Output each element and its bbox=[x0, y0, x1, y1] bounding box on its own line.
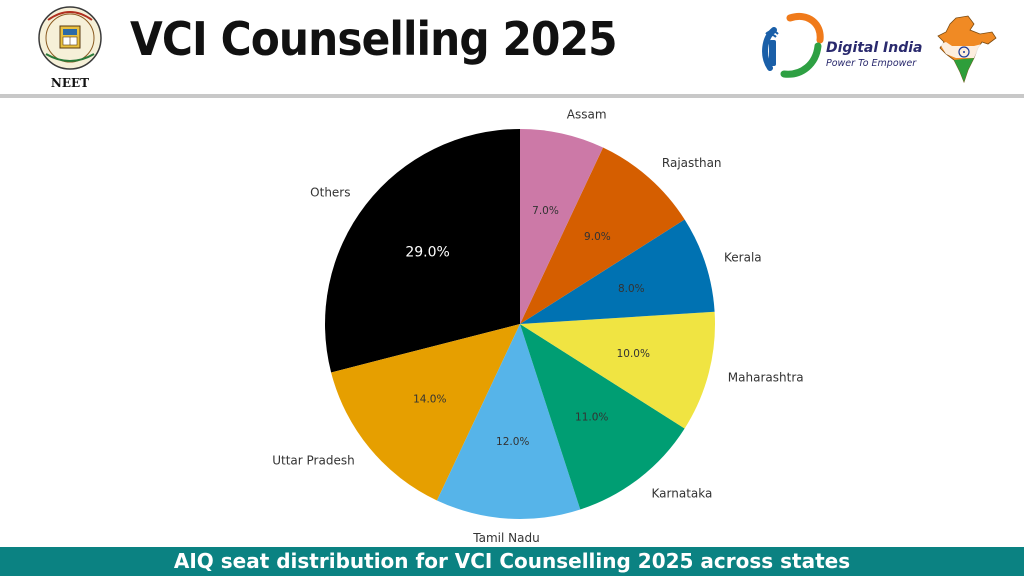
pie-category-label-karnataka: Karnataka bbox=[652, 487, 713, 501]
pie-slice-uttar-pradesh bbox=[331, 324, 520, 501]
pie-category-label-kerala: Kerala bbox=[724, 251, 762, 265]
digital-india-logo: Digital India Power To Empower bbox=[760, 10, 923, 86]
india-map bbox=[934, 14, 1000, 86]
pie-value-label-uttar-pradesh: 14.0% bbox=[413, 394, 446, 406]
pie-chart: 29.0% Others 14.0% Uttar Pradesh 12.0% Tamil … bbox=[272, 108, 804, 545]
pie-slice-kerala bbox=[520, 219, 715, 324]
neet-label: NEET bbox=[50, 76, 90, 90]
pie-category-label-tamil-nadu: Tamil Nadu bbox=[472, 531, 539, 545]
digital-india-tagline: Power To Empower bbox=[826, 58, 917, 69]
pie-category-label-maharashtra: Maharashtra bbox=[728, 370, 804, 384]
pie-value-label-kerala: 8.0% bbox=[618, 283, 645, 295]
pie-slice-assam bbox=[520, 129, 604, 324]
pie-category-label-uttar-pradesh: Uttar Pradesh bbox=[272, 454, 354, 468]
pie-value-label-maharashtra: 10.0% bbox=[617, 348, 650, 360]
footer-caption: AIQ seat distribution for VCI Counsellin… bbox=[0, 547, 1024, 576]
pie-slice-rajasthan bbox=[520, 147, 685, 324]
pie-value-label-karnataka: 11.0% bbox=[575, 411, 608, 423]
pie-category-label-rajasthan: Rajasthan bbox=[662, 156, 722, 170]
pie-value-label-others: 29.0% bbox=[405, 244, 449, 260]
pie-value-label-rajasthan: 9.0% bbox=[584, 231, 611, 243]
neet-logo: NEET bbox=[30, 4, 110, 90]
pie-slice-maharashtra bbox=[520, 311, 716, 429]
pie-slice-others bbox=[325, 129, 520, 373]
page-title: VCI Counselling 2025 bbox=[130, 12, 618, 66]
digital-india-title: Digital India bbox=[826, 40, 923, 56]
pie-slice-tamil-nadu bbox=[436, 324, 581, 520]
pie-category-label-assam: Assam bbox=[567, 108, 607, 122]
pie-value-label-tamil-nadu: 12.0% bbox=[496, 436, 529, 448]
india-map-icon bbox=[937, 15, 997, 84]
pie-value-label-assam: 7.0% bbox=[532, 205, 559, 217]
pie-category-label-others: Others bbox=[310, 186, 350, 200]
digital-india-emblem-icon bbox=[762, 13, 824, 78]
neet-emblem-icon bbox=[38, 6, 102, 70]
header-bar: NEET VCI Counselling 2025 Digital India … bbox=[0, 0, 1024, 98]
pie-slice-karnataka bbox=[520, 324, 685, 510]
